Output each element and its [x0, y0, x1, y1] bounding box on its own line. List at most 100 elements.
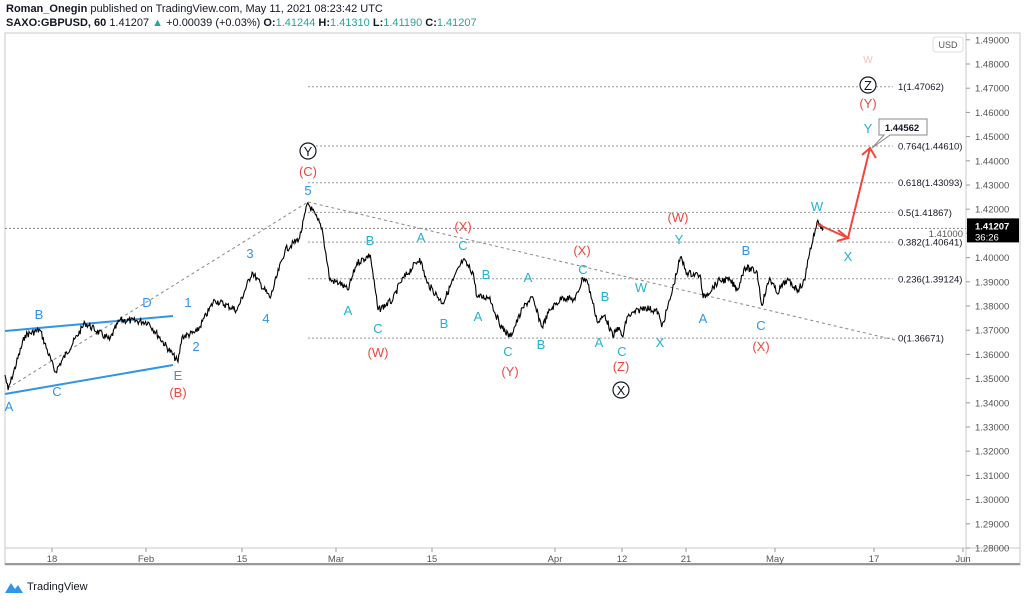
- publish-text: published on TradingView.com, May 11, 20…: [90, 3, 383, 15]
- projection-arrow-up[interactable]: [847, 147, 871, 239]
- wave-label: 3: [246, 246, 253, 261]
- wave-label: (C): [299, 164, 317, 179]
- projection-arrow-down[interactable]: [816, 223, 849, 239]
- wave-label: (Y): [501, 364, 518, 379]
- y-tick-label: 1.44000: [975, 156, 1009, 167]
- open-value: 1.41244: [275, 17, 316, 29]
- wave-label: (W): [668, 210, 689, 225]
- y-tick-label: 1.31000: [975, 471, 1009, 482]
- wave-label: C: [503, 344, 512, 359]
- y-tick-label: 1.38000: [975, 302, 1009, 313]
- x-tick-label: 21: [681, 554, 692, 565]
- y-tick-label: 1.41000: [929, 229, 963, 240]
- last-price: 1.41207: [109, 17, 150, 29]
- last-price-value: 1.41207: [975, 221, 1009, 232]
- wave-label: C: [52, 384, 61, 399]
- y-tick-label: 1.42000: [975, 205, 1009, 216]
- dashed-trendline-down[interactable]: [307, 201, 896, 341]
- author: Roman_Onegin: [6, 3, 88, 15]
- target-callout[interactable]: 1.44562: [871, 118, 928, 149]
- fib-level-label: 0.382(1.40641): [898, 238, 962, 249]
- wave-circle-icon: [612, 381, 630, 399]
- price-series-line: [4, 201, 824, 391]
- tradingview-logo-icon: [5, 583, 23, 593]
- arrowhead-icon: [861, 146, 877, 159]
- brand-name: TradingView: [27, 581, 88, 593]
- wave-label: 1: [184, 295, 191, 310]
- wave-label: (W): [368, 345, 389, 360]
- channel-upper-line[interactable]: [4, 315, 174, 332]
- wave-label: 5: [304, 183, 311, 198]
- projection-arrows[interactable]: [816, 146, 877, 242]
- close-label: C:: [425, 17, 437, 29]
- y-tick-label: 1.29000: [975, 519, 1009, 530]
- last-price-badge: [967, 218, 1019, 243]
- wave-label: B: [742, 243, 751, 258]
- wave-label: Z: [864, 78, 872, 93]
- price-axis[interactable]: 1.49000 1.48000 1.47000 1.46000 1.45000 1.440…: [929, 35, 1010, 554]
- wave-label: A: [417, 230, 426, 245]
- x-tick-label: 17: [869, 554, 880, 565]
- up-arrow-icon: ▲: [152, 17, 164, 29]
- y-tick-label: 1.48000: [975, 60, 1009, 71]
- x-tick-label: 12: [617, 554, 628, 565]
- wave-circle-icon: [299, 142, 317, 160]
- y-tick-label: 1.43000: [975, 181, 1009, 192]
- wave-label: D: [142, 295, 151, 310]
- wave-label: B: [35, 307, 44, 322]
- wave-label: B: [366, 233, 375, 248]
- x-tick-label: Mar: [328, 554, 344, 565]
- y-tick-label: 1.35000: [975, 374, 1009, 385]
- channel-lower-line[interactable]: [4, 364, 174, 395]
- wave-label: B: [440, 316, 449, 331]
- close-value: 1.41207: [436, 17, 477, 29]
- wave-label: Y: [675, 232, 684, 247]
- wave-label: E: [174, 368, 183, 383]
- low-value: 1.41190: [383, 17, 423, 29]
- wave-label: A: [595, 335, 604, 350]
- wave-label: (X): [752, 339, 769, 354]
- y-tick-label: 1.33000: [975, 423, 1009, 434]
- time-axis[interactable]: 18 Feb 15 Mar 15 Apr 12 21 May 17 Jun: [47, 548, 971, 565]
- wave-label: B: [537, 337, 546, 352]
- wave-label: (X): [573, 243, 590, 258]
- target-value: 1.44562: [885, 123, 919, 134]
- wave-label: W: [635, 280, 648, 295]
- high-value: 1.41310: [330, 17, 370, 29]
- fib-retracement[interactable]: 1(1.47062) 0.764(1.44610) 0.618(1.43093) 0.…: [308, 82, 962, 345]
- wave-label: 2: [192, 339, 199, 354]
- bar-countdown: 36:26: [975, 232, 999, 243]
- y-tick-label: 1.47000: [975, 84, 1009, 95]
- trendlines[interactable]: [4, 201, 896, 395]
- publish-info: Roman_Onegin published on TradingView.co…: [6, 3, 383, 15]
- price-change: +0.00039 (+0.03%): [166, 17, 261, 29]
- wave-label: C: [617, 344, 626, 359]
- y-tick-label: 1.34000: [975, 398, 1009, 409]
- wave-label: (X): [454, 219, 471, 234]
- wave-label: A: [524, 270, 533, 285]
- wave-circle-icon: [859, 76, 877, 94]
- wave-label: A: [699, 311, 708, 326]
- wave-label: w: [862, 51, 873, 66]
- tradingview-logo[interactable]: TradingView: [4, 580, 88, 594]
- x-tick-label: May: [766, 554, 784, 565]
- chart-frame: [4, 32, 1021, 566]
- y-tick-label: 1.30000: [975, 495, 1009, 506]
- high-label: H:: [318, 17, 331, 29]
- fib-level-label: 0.618(1.43093): [898, 178, 962, 189]
- symbol[interactable]: SAXO:GBPUSD, 60: [6, 17, 107, 29]
- wave-label: W: [811, 199, 824, 214]
- wave-label: 4: [262, 311, 269, 326]
- wave-label: C: [373, 321, 382, 336]
- wave-label: Y: [304, 144, 313, 159]
- wave-label: (Z): [613, 359, 630, 374]
- y-tick-label: 1.39000: [975, 277, 1009, 288]
- y-tick-label: 1.46000: [975, 108, 1009, 119]
- y-tick-label: 1.28000: [975, 544, 1009, 555]
- wave-label: (B): [169, 385, 186, 400]
- dashed-trendline-up[interactable]: [7, 201, 309, 389]
- wave-label: X: [844, 249, 853, 264]
- wave-label: C: [458, 238, 467, 253]
- y-tick-label: 1.49000: [975, 35, 1009, 46]
